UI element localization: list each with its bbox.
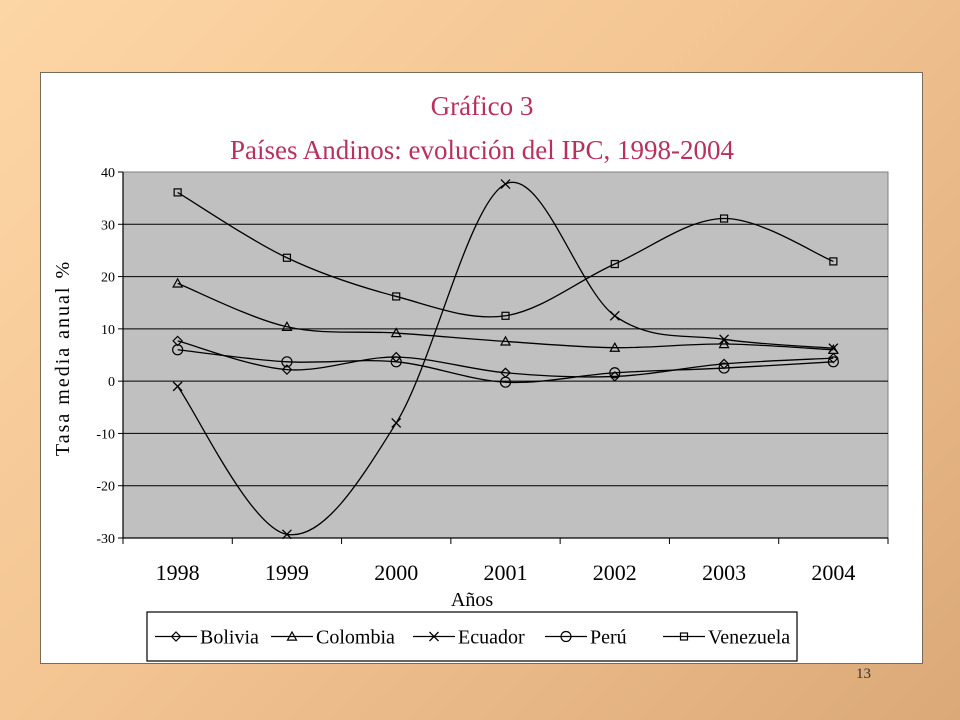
series-ecuador [172,179,839,540]
x-tick-label: 2004 [811,560,855,585]
data-point-venezuela [173,188,182,197]
legend-label-colombia: Colombia [316,627,395,649]
data-point-venezuela [610,259,619,269]
chart-canvas: Gráfico 3 Países Andinos: evolución del … [52,91,889,662]
legend-marker-colombia [286,630,298,641]
data-point-bolivia [828,352,839,364]
data-point-venezuela [392,292,401,301]
chart-subtitle: Países Andinos: evolución del IPC, 1998-… [230,135,734,165]
plot-area [122,171,889,539]
legend-marker-peru [560,630,572,643]
series-line-bolivia [177,340,834,378]
y-tick-label: 20 [101,271,115,286]
legend-marker-bolivia [170,631,182,642]
data-point-ecuador [500,179,511,189]
data-point-peru [390,356,402,368]
series-colombia [172,277,839,354]
x-tick-label: 2001 [484,560,528,585]
data-point-venezuela [719,214,729,223]
data-point-venezuela [501,311,510,320]
data-point-colombia [609,341,621,352]
legend-label-peru: Perú [590,627,627,649]
data-point-colombia [172,277,184,288]
data-point-peru [281,356,293,368]
data-point-colombia [390,327,402,338]
x-tick-label: 1998 [156,560,200,585]
y-axis-label: Tasa media anual % [52,260,74,456]
data-point-ecuador [391,418,402,428]
y-tick-label: -30 [96,532,115,547]
data-point-peru [172,344,184,356]
data-point-bolivia [609,371,621,382]
legend-marker-ecuador [429,631,439,642]
data-point-peru [609,367,621,379]
x-tick-label: 2003 [702,560,746,585]
y-tick-label: 30 [101,218,115,233]
data-point-ecuador [719,334,730,345]
y-tick-label: -20 [96,480,115,495]
x-tick-label: 2000 [374,560,418,585]
data-point-ecuador [281,529,292,540]
data-point-peru [718,362,730,374]
y-tick-label: 10 [101,323,115,338]
legend-label-venezuela: Venezuela [708,627,790,649]
data-point-venezuela [282,253,292,262]
chart-title: Gráfico 3 [431,91,534,121]
series-line-peru [177,349,834,384]
series-venezuela [173,188,838,320]
data-point-venezuela [829,257,838,266]
x-tick-label: 1999 [265,560,309,585]
x-axis-label: Años [451,589,493,611]
series-line-venezuela [177,191,834,318]
x-tick-label: 2002 [593,560,637,585]
y-tick-label: -10 [96,427,115,442]
data-point-peru [827,356,839,368]
series-peru [172,344,839,388]
data-point-ecuador [828,343,839,354]
data-point-peru [499,376,512,388]
legend-label-bolivia: Bolivia [200,627,259,649]
page-number: 13 [856,666,871,682]
y-tick-label: 40 [101,166,115,181]
legend-label-ecuador: Ecuador [458,627,525,649]
data-point-colombia [499,335,512,346]
data-point-colombia [827,344,839,354]
series-line-colombia [177,282,834,351]
legend-marker-venezuela [679,632,689,641]
data-point-colombia [281,321,293,331]
y-tick-label: 0 [108,375,115,390]
data-point-ecuador [609,310,620,321]
data-point-bolivia [172,335,183,347]
data-point-ecuador [172,381,183,392]
data-point-bolivia [281,364,293,375]
chart-frame: Gráfico 3 Países Andinos: evolución del … [40,72,923,664]
data-point-colombia [718,338,730,349]
